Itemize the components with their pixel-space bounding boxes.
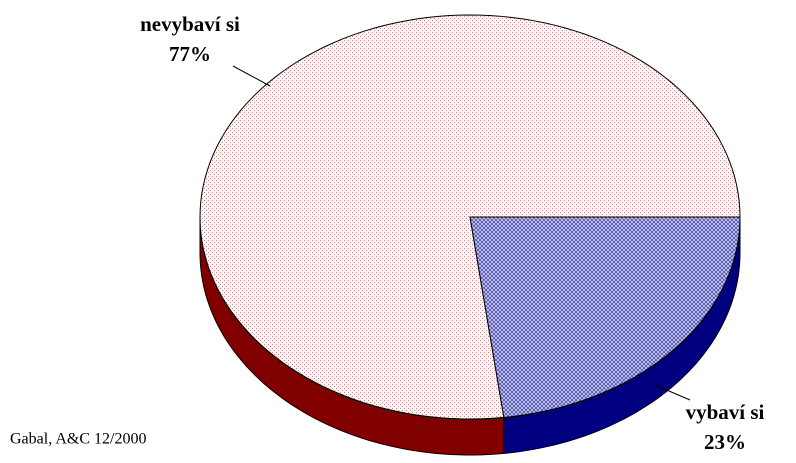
slice-label: nevybaví si	[140, 12, 240, 36]
slice	[469, 216, 741, 418]
slice-value-label: 23%	[704, 430, 746, 454]
leader-line	[232, 65, 271, 87]
pie	[199, 14, 741, 456]
slice-value-label: 77%	[169, 42, 211, 66]
slice-label: vybaví si	[686, 400, 765, 424]
leader-line	[654, 384, 691, 401]
source-note: Gabal, A&C 12/2000	[10, 431, 146, 448]
